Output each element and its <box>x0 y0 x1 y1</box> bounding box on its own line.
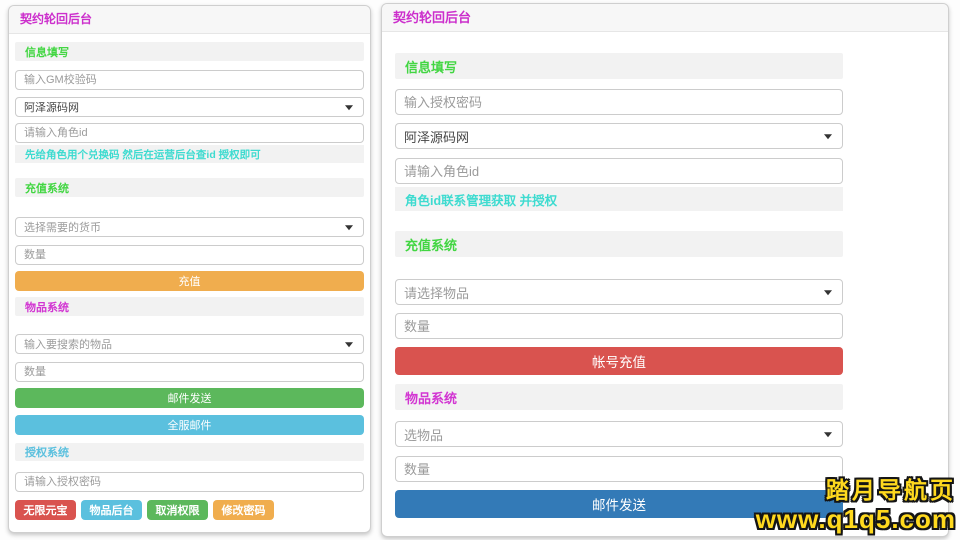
item2-select-right-placeholder: 选物品 <box>404 427 444 443</box>
server-select-value: 阿泽源码网 <box>24 102 79 114</box>
server-select-right[interactable]: 阿泽源码网 <box>395 123 843 149</box>
left-panel: 契约轮回后台 信息填写 阿泽源码网 先给角色用个兑换码 然后在运营后台查id 授… <box>8 5 371 533</box>
chevron-down-icon <box>345 105 353 111</box>
right-panel-body: 信息填写 阿泽源码网 角色id联系管理获取 并授权 充值系统 请选择物品 帐号充… <box>382 53 843 518</box>
revoke-permission-button[interactable]: 取消权限 <box>147 500 208 520</box>
chevron-down-icon <box>345 225 353 231</box>
item-select-right-placeholder: 请选择物品 <box>404 285 470 301</box>
watermark-site-url: www.q1q5.com <box>755 504 956 535</box>
right-panel-title: 契约轮回后台 <box>382 4 948 32</box>
item-select-right[interactable]: 请选择物品 <box>395 279 843 305</box>
left-panel-title: 契约轮回后台 <box>9 6 370 34</box>
left-action-button-row: 无限元宝 物品后台 取消权限 修改密码 <box>15 500 364 520</box>
all-server-mail-button[interactable]: 全服邮件 <box>15 415 364 435</box>
server-select-right-value: 阿泽源码网 <box>404 129 470 145</box>
right-section-recharge-header: 充值系统 <box>395 231 843 257</box>
recharge-qty-input-right[interactable] <box>395 313 843 339</box>
item2-select-right[interactable]: 选物品 <box>395 421 843 447</box>
left-section-auth-header: 授权系统 <box>15 443 364 461</box>
right-section-item-header: 物品系统 <box>395 384 843 410</box>
auth-password-input-right[interactable] <box>395 89 843 115</box>
left-section-item-header: 物品系统 <box>15 297 364 316</box>
role-id-input-right[interactable] <box>395 158 843 184</box>
watermark: 踏月导航页 www.q1q5.com <box>756 477 956 535</box>
chevron-down-icon <box>345 342 353 348</box>
recharge-qty-input[interactable] <box>15 245 364 265</box>
watermark-site-name: 踏月导航页 <box>826 477 956 504</box>
left-panel-body: 信息填写 阿泽源码网 先给角色用个兑换码 然后在运营后台查id 授权即可 充值系… <box>9 42 370 520</box>
account-recharge-button[interactable]: 帐号充值 <box>395 347 843 375</box>
left-help-tip: 先给角色用个兑换码 然后在运营后台查id 授权即可 <box>15 145 364 163</box>
chevron-down-icon <box>824 432 832 438</box>
item-qty-input[interactable] <box>15 362 364 382</box>
right-section-info-header: 信息填写 <box>395 53 843 79</box>
gm-code-input[interactable] <box>15 70 364 90</box>
recharge-button[interactable]: 充值 <box>15 271 364 291</box>
chevron-down-icon <box>824 290 832 296</box>
currency-select-placeholder: 选择需要的货币 <box>24 222 101 234</box>
item-admin-button[interactable]: 物品后台 <box>81 500 142 520</box>
server-select[interactable]: 阿泽源码网 <box>15 97 364 117</box>
mail-send-button[interactable]: 邮件发送 <box>15 388 364 408</box>
currency-select[interactable]: 选择需要的货币 <box>15 217 364 237</box>
right-panel: 契约轮回后台 信息填写 阿泽源码网 角色id联系管理获取 并授权 充值系统 请选… <box>381 3 949 537</box>
role-id-input[interactable] <box>15 123 364 143</box>
mail-send-button-right[interactable]: 邮件发送 <box>395 490 843 518</box>
item-search-placeholder: 输入要搜索的物品 <box>24 339 112 351</box>
chevron-down-icon <box>824 134 832 140</box>
auth-password-input[interactable] <box>15 472 364 492</box>
item-qty-input-right[interactable] <box>395 456 843 482</box>
unlimited-yuanbao-button[interactable]: 无限元宝 <box>15 500 76 520</box>
change-password-button[interactable]: 修改密码 <box>213 500 274 520</box>
left-section-recharge-header: 充值系统 <box>15 178 364 197</box>
right-help-tip: 角色id联系管理获取 并授权 <box>395 187 843 211</box>
left-section-info-header: 信息填写 <box>15 42 364 61</box>
item-search-select[interactable]: 输入要搜索的物品 <box>15 334 364 354</box>
